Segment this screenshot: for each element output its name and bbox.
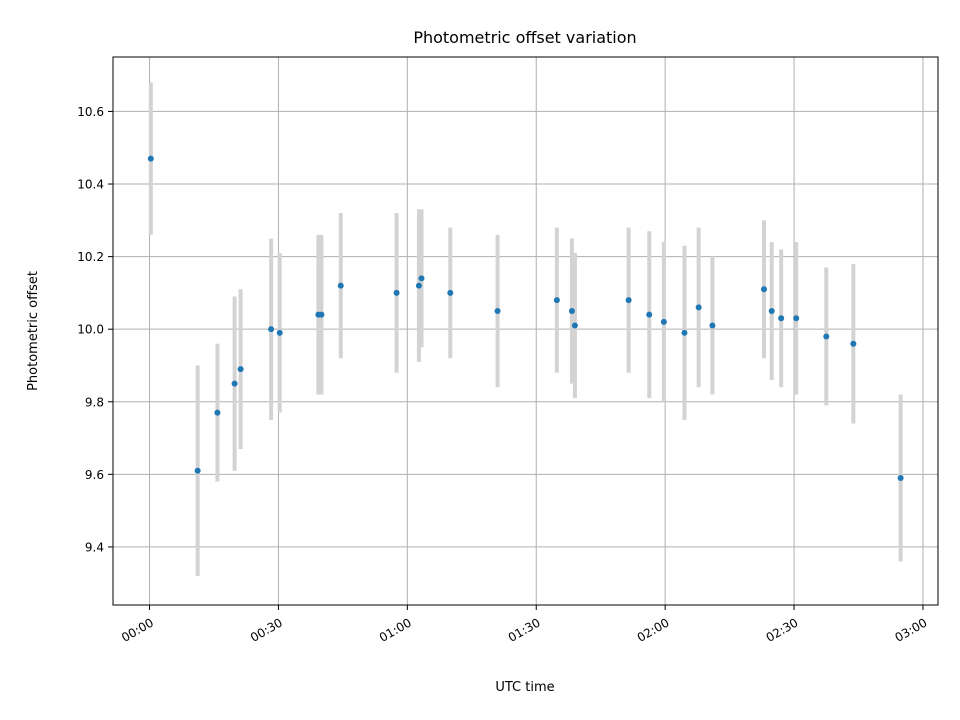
x-tick-label: 00:30 xyxy=(248,615,285,644)
y-tick-label: 10.0 xyxy=(77,323,104,337)
y-axis-ticks: 9.4 9.6 9.8 10.0 10.2 10.4 10.6 xyxy=(77,105,113,554)
grid-lines xyxy=(113,57,938,605)
data-point xyxy=(793,315,800,322)
data-point xyxy=(214,409,221,416)
x-tick-label: 01:00 xyxy=(377,615,414,644)
data-point xyxy=(418,275,425,282)
y-tick-label: 10.4 xyxy=(77,178,104,192)
data-point xyxy=(194,467,201,474)
data-point xyxy=(553,297,560,304)
x-tick-label: 02:30 xyxy=(764,615,801,644)
data-point xyxy=(709,322,716,329)
data-point xyxy=(237,366,244,373)
data-point xyxy=(147,155,154,162)
x-tick-label: 02:00 xyxy=(635,615,672,644)
data-point xyxy=(681,329,688,336)
data-point xyxy=(823,333,830,340)
data-point xyxy=(268,326,275,333)
x-axis-ticks: 00:00 00:30 01:00 01:30 02:00 02:30 03:00 xyxy=(119,605,929,645)
data-point xyxy=(760,286,767,293)
data-point xyxy=(231,380,238,387)
data-point xyxy=(660,318,667,325)
x-axis-label: UTC time xyxy=(495,680,554,695)
data-point xyxy=(695,304,702,311)
data-point xyxy=(646,311,653,318)
chart-title: Photometric offset variation xyxy=(413,28,636,47)
data-point xyxy=(415,282,422,289)
plot-frame xyxy=(112,56,939,606)
data-point xyxy=(494,308,501,315)
y-tick-label: 10.6 xyxy=(77,105,104,119)
y-tick-label: 9.6 xyxy=(85,468,104,482)
data-point xyxy=(393,289,400,296)
data-point xyxy=(276,329,283,336)
x-tick-label: 03:00 xyxy=(893,615,930,644)
data-point xyxy=(318,311,325,318)
x-tick-label: 00:00 xyxy=(119,615,156,644)
y-axis-label: Photometric offset xyxy=(26,271,41,391)
data-point xyxy=(447,289,454,296)
data-point xyxy=(568,308,575,315)
data-point xyxy=(850,340,857,347)
y-tick-label: 10.2 xyxy=(77,250,104,264)
x-tick-label: 01:30 xyxy=(506,615,543,644)
data-point xyxy=(768,308,775,315)
data-point xyxy=(337,282,344,289)
data-point xyxy=(571,322,578,329)
data-points xyxy=(147,155,904,481)
y-tick-label: 9.8 xyxy=(85,395,104,409)
data-point xyxy=(897,474,904,481)
data-point xyxy=(778,315,785,322)
y-tick-label: 9.4 xyxy=(85,540,104,554)
data-point xyxy=(625,297,632,304)
